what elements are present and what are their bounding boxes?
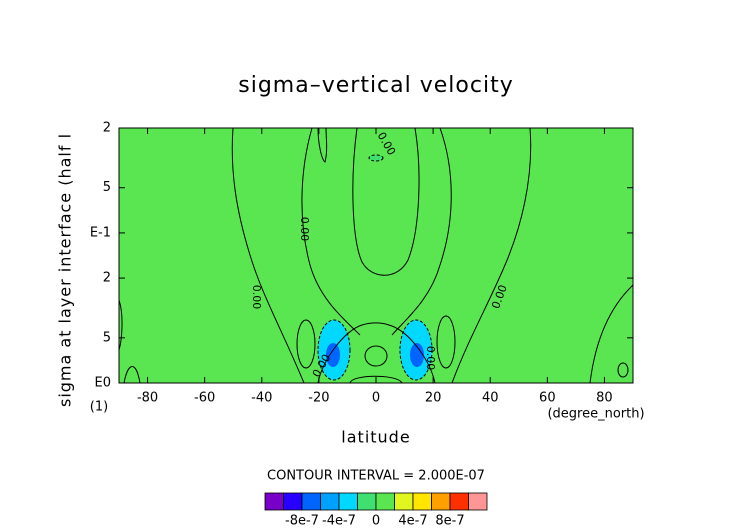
y-tick-label: E0: [95, 376, 112, 391]
contour-region: [364, 345, 388, 367]
colorbar-label: 0: [372, 514, 380, 529]
contour-line: [451, 127, 532, 384]
colorbar-box: [283, 492, 303, 511]
colorbar-box: [301, 492, 321, 511]
contour-region: [410, 343, 424, 367]
y-tick-label: 5: [103, 180, 111, 195]
y-axis-unit: (1): [90, 400, 108, 415]
x-axis-unit: (degree_north): [547, 407, 644, 422]
x-tick-label: -60: [194, 391, 215, 406]
contour-region: [326, 343, 340, 367]
colorbar-box: [375, 492, 395, 511]
y-axis-label: sigma at layer interface (half l: [56, 133, 75, 407]
contour-line: [301, 127, 361, 336]
contour-region: [436, 315, 456, 369]
x-tick-label: 0: [372, 391, 380, 406]
colorbar-box: [468, 492, 488, 511]
contour-line: [349, 375, 403, 384]
contour-label: 0.00: [250, 285, 263, 310]
colorbar-label: 8e-7: [435, 514, 464, 529]
colorbar-label: -4e-7: [322, 514, 356, 529]
colorbar-box: [431, 492, 451, 511]
y-tick-label: E-1: [90, 225, 111, 240]
x-tick-label: 80: [596, 391, 613, 406]
contour-field: [118, 127, 634, 384]
plot-area: [119, 128, 633, 383]
colorbar-box: [357, 492, 377, 511]
contour-label: 0.00: [298, 217, 311, 242]
x-axis-label: latitude: [341, 428, 410, 447]
contour-line: [589, 284, 634, 384]
colorbar-box: [338, 492, 358, 511]
contour-region: [368, 154, 384, 162]
x-tick-label: 60: [539, 391, 556, 406]
colorbar-box: [412, 492, 432, 511]
y-tick-label: 2: [103, 271, 111, 286]
colorbar-box: [394, 492, 414, 511]
x-tick-label: 40: [482, 391, 499, 406]
contour-region: [617, 362, 629, 378]
colorbar-label: -8e-7: [285, 514, 319, 529]
y-tick-label: 2: [103, 121, 111, 136]
contour-line: [352, 127, 420, 276]
contour-line: [118, 299, 141, 384]
contour-line: [317, 127, 328, 163]
x-tick-label: -20: [308, 391, 329, 406]
colorbar-label: 4e-7: [398, 514, 427, 529]
contour-line: [391, 127, 452, 336]
chart-title: sigma–vertical velocity: [238, 73, 513, 98]
contour-line: [231, 127, 305, 384]
contour-interval: CONTOUR INTERVAL = 2.000E-07: [267, 469, 485, 484]
x-tick-label: -80: [137, 391, 158, 406]
colorbar-box: [449, 492, 469, 511]
y-tick-label: 5: [103, 330, 111, 345]
contour-label: 0.00: [424, 346, 437, 371]
contour-line: [317, 322, 436, 384]
contour-region: [296, 319, 316, 369]
colorbar-box: [264, 492, 284, 511]
x-tick-label: 20: [425, 391, 442, 406]
colorbar-box: [320, 492, 340, 511]
x-tick-label: -40: [251, 391, 272, 406]
